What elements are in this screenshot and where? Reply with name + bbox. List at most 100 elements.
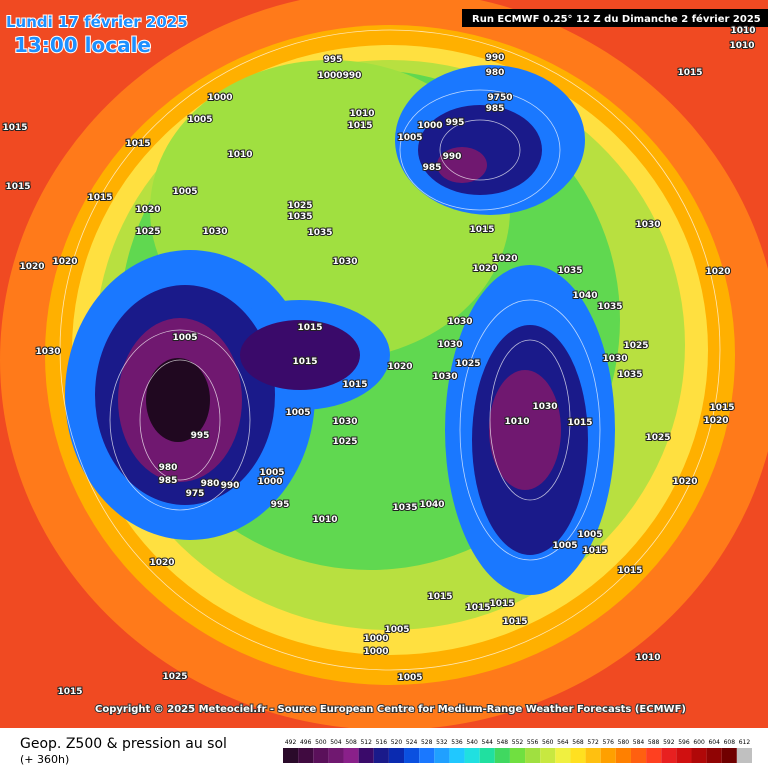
isobar-label: 1035 [597, 302, 622, 312]
low [240, 320, 360, 390]
scale-swatch [630, 748, 647, 763]
scale-swatch [736, 748, 752, 763]
scale-swatch [388, 748, 405, 763]
scale-swatch [570, 748, 586, 763]
isobar-label: 980 [201, 479, 220, 489]
isobar-label: 1000 [363, 634, 388, 644]
isobar-label: 1015 [342, 380, 367, 390]
scale-label: 564 [557, 739, 569, 746]
scale-label: 540 [466, 739, 478, 746]
scale-label: 580 [618, 739, 630, 746]
isobar-label: 1030 [432, 372, 457, 382]
scale-swatch [661, 748, 677, 763]
isobar-label: 1030 [332, 417, 357, 427]
isobar-label: 1015 [125, 139, 150, 149]
isobar-label: 1035 [557, 266, 582, 276]
scale-swatch [283, 748, 299, 763]
isobar-label: 1005 [172, 333, 197, 343]
isobar-label: 1005 [397, 673, 422, 683]
low [418, 105, 542, 195]
scale-label: 552 [512, 739, 524, 746]
isobar-label: 1005 [552, 541, 577, 551]
scale-label: 612 [739, 739, 751, 746]
color-scale: 492 496 500 504 508 512 516 520 524 528 532 536 540 5… [283, 739, 752, 763]
isobar-label: 1025 [623, 341, 648, 351]
scale-swatch [600, 748, 616, 763]
isobar-label: 1040 [572, 291, 597, 301]
scale-label: 504 [330, 739, 342, 746]
scale-label: 568 [572, 739, 584, 746]
isobar-label: 995 [324, 55, 343, 65]
scale-label: 596 [678, 739, 690, 746]
isobar-label: 1015 [427, 592, 452, 602]
copyright: Copyright © 2025 Meteociel.fr - Source E… [95, 704, 686, 715]
isobar-label: 1030 [202, 227, 227, 237]
isobar-label: 1020 [19, 262, 44, 272]
isobar-label: 1015 [617, 566, 642, 576]
scale-swatch [464, 748, 480, 763]
scale-swatch [373, 748, 389, 763]
scale-swatch [706, 748, 722, 763]
scale-label: 584 [633, 739, 645, 746]
scale-swatch [676, 748, 692, 763]
isobar-label: 1005 [397, 133, 422, 143]
run-info: Run ECMWF 0.25° 12 Z du Dimanche 2 févri… [472, 13, 761, 25]
isobar-label: 1035 [617, 370, 642, 380]
isobar-label: 1015 [709, 403, 734, 413]
isobar-label: 985 [159, 476, 178, 486]
scale-label: 560 [542, 739, 554, 746]
isobar-label: 980 [159, 463, 178, 473]
scale-swatch [721, 748, 737, 763]
isobar-label: 1020 [472, 264, 497, 274]
isobar-label: 1015 [5, 182, 30, 192]
isobar-label: 1035 [307, 228, 332, 238]
isobar-label: 1000 [257, 477, 282, 487]
scale-label: 528 [421, 739, 433, 746]
isobar-label: 1015 [297, 323, 322, 333]
isobar-label: 1030 [447, 317, 472, 327]
scale-label: 516 [376, 739, 388, 746]
isobar-label: 1005 [187, 115, 212, 125]
date: Lundi 17 février 2025 [6, 13, 188, 31]
isobar-label: 1005 [172, 187, 197, 197]
scale-swatch [646, 748, 662, 763]
scale-swatch [525, 748, 541, 763]
scale-swatch [555, 748, 571, 763]
scale-swatch [509, 748, 526, 763]
isobar-label: 1005 [384, 625, 409, 635]
low [489, 370, 561, 490]
isobar-label: 1020 [703, 416, 728, 426]
isobar-label: 1005 [577, 530, 602, 540]
isobar-lines [59, 29, 721, 671]
low [146, 358, 210, 442]
scale-label: 556 [527, 739, 539, 746]
scale-swatch [540, 748, 556, 763]
scale-label: 604 [708, 739, 720, 746]
isobar-label: 1015 [502, 617, 527, 627]
isobar-label: 1040 [419, 500, 444, 510]
isobar-label: 1010 [729, 41, 754, 51]
isobar-label: 1025 [332, 437, 357, 447]
isobar-label: 995 [271, 500, 290, 510]
scale-label: 500 [315, 739, 327, 746]
isobar-label: 1030 [635, 220, 660, 230]
isobar-label: 1035 [287, 212, 312, 222]
scale-swatch [434, 748, 450, 763]
scale-swatch [313, 748, 329, 763]
legend-subtitle: (+ 360h) [20, 753, 69, 766]
scale-label: 548 [497, 739, 509, 746]
scale-swatch [328, 748, 344, 763]
isobar-label: 1010 [312, 515, 337, 525]
scale-swatch [449, 748, 465, 763]
scale-swatch [494, 748, 510, 763]
legend-title: Geop. Z500 & pression au sol [20, 736, 227, 752]
isobar-label: 1020 [135, 205, 160, 215]
scale-label: 544 [482, 739, 494, 746]
time: 13:00 locale [14, 33, 151, 57]
isobar-label: 990 [443, 152, 462, 162]
scale-swatch [358, 748, 374, 763]
isobar-label: 1010 [504, 417, 529, 427]
scale-swatch [343, 748, 359, 763]
